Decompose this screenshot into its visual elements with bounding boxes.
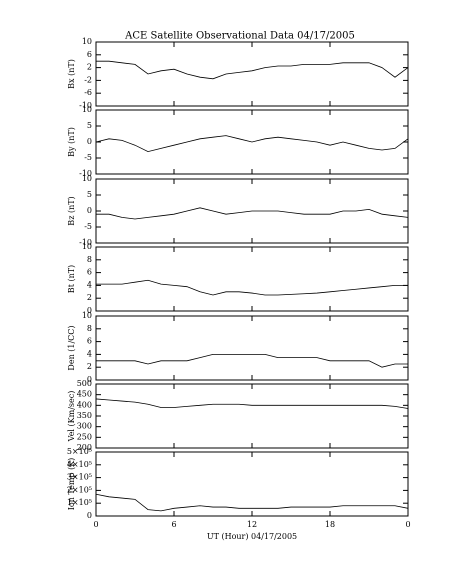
plot-frame	[95, 246, 409, 312]
y-tick-label: 6	[87, 337, 92, 346]
y-tick-label: 450	[77, 390, 92, 399]
y-tick-label: -2	[84, 75, 92, 84]
y-tick-label: 10	[82, 37, 92, 46]
y-tick-label: 8	[87, 324, 92, 333]
y-tick-label: 0	[87, 137, 92, 146]
data-line	[96, 60, 409, 80]
y-tick-label: 3×10⁵	[67, 473, 92, 482]
y-tick-label: 6	[87, 50, 92, 59]
x-tick-label: 6	[171, 520, 176, 529]
y-tick-label: 1×10⁵	[67, 498, 92, 507]
y-tick-label: -5	[84, 222, 92, 231]
y-tick-label: -10	[79, 238, 92, 247]
y-tick-label: 250	[77, 432, 92, 441]
chart-title: ACE Satellite Observational Data 04/17/2…	[124, 31, 355, 42]
x-tick-label: 0	[405, 520, 410, 529]
y-tick-label: 200	[77, 443, 92, 452]
data-line	[95, 398, 409, 409]
y-tick-label: 4	[87, 349, 92, 358]
y-axis-label: Bt (nT)	[67, 265, 76, 293]
y-tick-label: 10	[82, 311, 92, 320]
data-line	[95, 135, 409, 153]
data-line	[96, 207, 409, 220]
y-tick-label: 400	[77, 400, 92, 409]
y-tick-label: 350	[77, 411, 92, 420]
y-tick-label: 0	[87, 375, 92, 384]
plot-frame	[95, 315, 409, 381]
y-tick-label: 4	[87, 280, 92, 289]
data-line	[95, 493, 409, 512]
y-tick-label: 10	[82, 242, 92, 251]
y-tick-label: 0	[87, 306, 92, 315]
y-axis-label: Vel (Km/sec)	[67, 391, 76, 443]
y-tick-label: 10	[82, 174, 92, 183]
y-tick-label: 5	[87, 190, 92, 199]
y-tick-label: -6	[84, 88, 92, 97]
y-tick-label: 5	[87, 121, 92, 130]
y-tick-label: 4×10⁵	[67, 460, 92, 469]
x-tick-label: 12	[247, 520, 257, 529]
plot-frame	[95, 41, 409, 107]
y-tick-label: 500	[77, 379, 92, 388]
plot-frame	[95, 383, 409, 449]
y-tick-label: 300	[77, 422, 92, 431]
y-axis-label: Den (1/CC)	[67, 325, 76, 370]
y-tick-label: 0	[87, 206, 92, 215]
data-line	[96, 279, 408, 296]
y-tick-label: -5	[84, 153, 92, 162]
y-tick-label: -10	[79, 169, 92, 178]
y-tick-label: 2	[87, 293, 92, 302]
x-axis-label: UT (Hour) 04/17/2005	[207, 532, 297, 541]
x-tick-label: 18	[325, 520, 335, 529]
y-tick-label: 8	[87, 255, 92, 264]
data-line	[96, 353, 408, 368]
y-tick-label: -10	[79, 101, 92, 110]
y-tick-label: 2×10⁵	[67, 485, 92, 494]
y-tick-label: 2	[87, 63, 92, 72]
y-tick-label: 0	[87, 511, 92, 520]
y-tick-label: 5×10⁵	[67, 447, 92, 456]
y-tick-label: 10	[82, 105, 92, 114]
x-tick-label: 0	[93, 520, 98, 529]
y-axis-label: Bz (nT)	[67, 196, 76, 225]
y-tick-label: 2	[87, 362, 92, 371]
y-tick-label: 6	[87, 268, 92, 277]
y-axis-label: Ion Temp (K)	[67, 458, 76, 511]
y-axis-label: Bx (nT)	[67, 59, 76, 89]
y-axis-label: By (nT)	[67, 127, 76, 157]
plot-frame	[95, 451, 409, 517]
